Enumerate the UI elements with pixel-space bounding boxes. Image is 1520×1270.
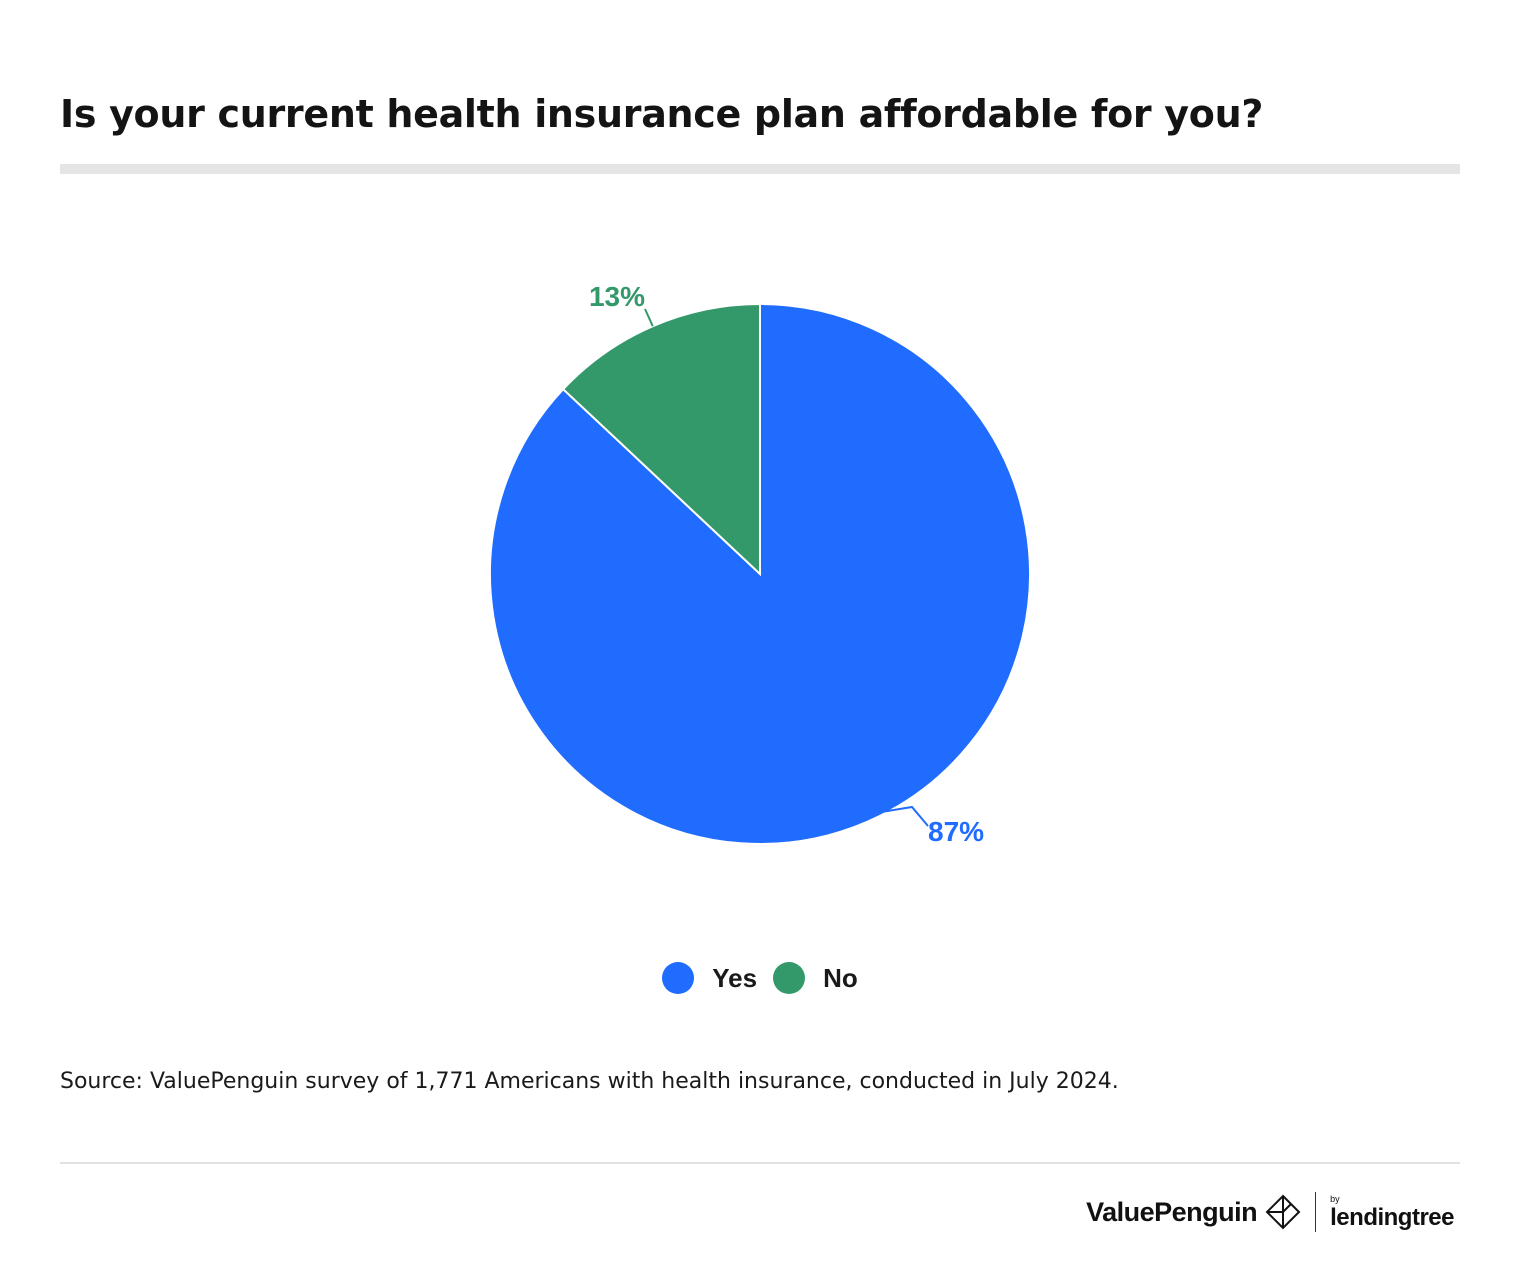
valuepenguin-logo-icon bbox=[1265, 1194, 1301, 1230]
lendingtree-logo: by lendingtree bbox=[1330, 1193, 1454, 1231]
title-divider bbox=[60, 164, 1460, 174]
source-note: Source: ValuePenguin survey of 1,771 Ame… bbox=[60, 1069, 1119, 1094]
legend-label-yes: Yes bbox=[712, 962, 758, 993]
brand-by-text: by bbox=[1330, 1193, 1340, 1204]
footer-divider bbox=[60, 1162, 1460, 1164]
leader-line-yes bbox=[860, 805, 929, 827]
chart-title: Is your current health insurance plan af… bbox=[60, 92, 1264, 136]
legend-item-yes: Yes bbox=[662, 962, 757, 994]
valuepenguin-logo-text: ValuePenguin bbox=[1086, 1196, 1258, 1227]
pie-slice-no bbox=[561, 302, 761, 577]
legend-swatch-yes bbox=[662, 962, 695, 994]
data-label-yes: 87% bbox=[928, 816, 984, 847]
brand-footer: ValuePenguin by lendingtree bbox=[1086, 1192, 1454, 1232]
legend-label-no: No bbox=[823, 962, 858, 993]
data-label-no: 13% bbox=[589, 281, 645, 312]
pie-chart: 87% 13% bbox=[489, 281, 1031, 847]
brand-separator bbox=[1315, 1192, 1317, 1232]
leader-line-no bbox=[644, 308, 654, 327]
legend-item-no: No bbox=[773, 962, 858, 994]
lendingtree-logo-text: lendingtree bbox=[1330, 1203, 1454, 1231]
chart-legend: Yes No bbox=[0, 962, 1520, 994]
legend-swatch-no bbox=[773, 962, 806, 994]
